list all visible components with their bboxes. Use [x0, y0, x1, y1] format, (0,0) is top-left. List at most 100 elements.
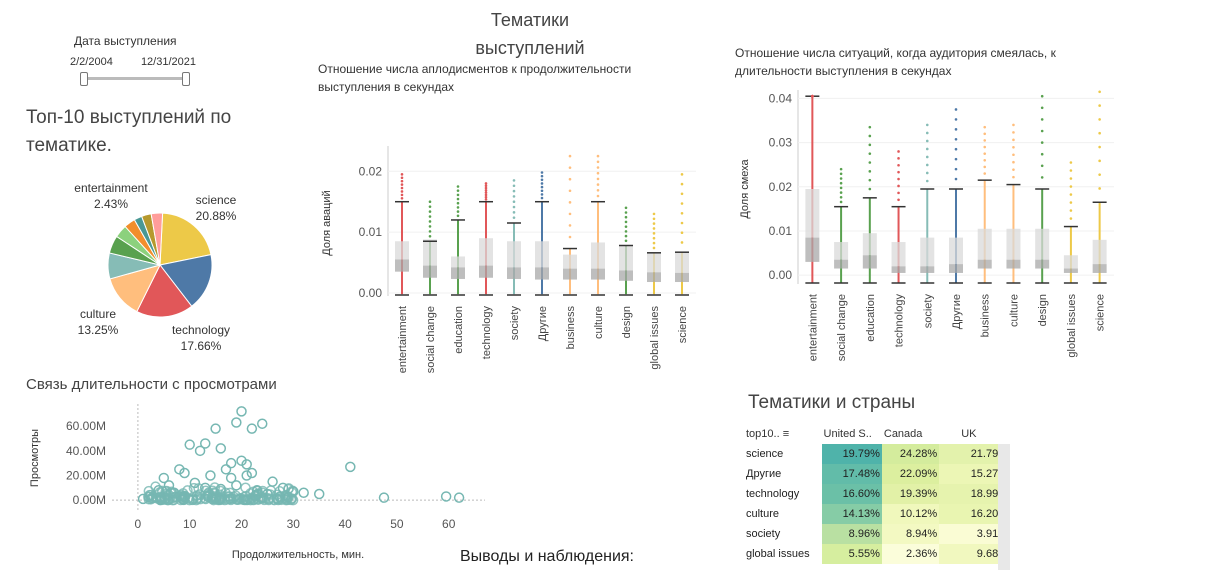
outlier-point: [897, 184, 900, 188]
outlier-point: [484, 189, 488, 192]
outlier-point: [400, 173, 404, 176]
outlier-point: [954, 157, 958, 161]
outlier-point: [540, 189, 544, 193]
slider-handle-end[interactable]: [182, 72, 190, 86]
date-to[interactable]: 12/31/2021: [140, 56, 196, 68]
scatter-point: [267, 476, 278, 487]
laughter-boxplot[interactable]: Доля смеха 0.00 0.01 0.02 0.03 0.04 entertainm…: [738, 88, 1123, 378]
heatmap-cell[interactable]: 10.12%: [881, 504, 940, 524]
pie-label-pct: 13.25%: [77, 323, 119, 337]
box-lower: [451, 267, 465, 279]
heatmap-cell[interactable]: 14.13%: [821, 504, 882, 524]
heatmap-row[interactable]: technology 16.60% 19.39% 18.99%: [744, 484, 1010, 504]
box-lower: [675, 272, 689, 283]
outlier-point: [596, 183, 600, 186]
outlier-point: [512, 179, 516, 182]
x-tick-label: education: [453, 306, 465, 354]
heatmap-cell[interactable]: 24.28%: [881, 444, 940, 464]
heatmap-row[interactable]: culture 14.13% 10.12% 16.20%: [744, 504, 1010, 524]
scatter-point: [224, 487, 236, 499]
outlier-point: [1098, 90, 1101, 94]
outlier-point: [1012, 153, 1015, 157]
heatmap-row[interactable]: Другие 17.48% 22.09% 15.27%: [744, 464, 1010, 484]
outlier-point: [839, 191, 843, 194]
outlier-point: [512, 184, 516, 188]
outlier-point: [540, 174, 544, 178]
box-upper: [563, 254, 577, 269]
outlier-point: [868, 161, 872, 164]
outlier-point: [652, 222, 656, 225]
x-tick-label: 30: [287, 517, 301, 531]
heatmap-row[interactable]: global issues 5.55% 2.36% 9.68%: [744, 544, 1010, 564]
laughter-chart-title: Отношение числа ситуаций, когда аудитори…: [735, 46, 1056, 78]
slider-handle-start[interactable]: [80, 72, 88, 86]
scatter-point: [245, 494, 256, 506]
outlier-point: [1069, 201, 1073, 204]
outlier-point: [484, 182, 488, 185]
y-tick-label: 0.01: [359, 225, 383, 239]
pie-label-name: entertainment: [74, 181, 148, 195]
heatmap-col-header[interactable]: UK: [961, 428, 977, 440]
heatmap-cell[interactable]: 2.36%: [881, 544, 940, 564]
date-from[interactable]: 2/2/2004: [70, 56, 113, 68]
outlier-point: [484, 191, 488, 194]
heatmap-corner[interactable]: top10.. ≡: [744, 424, 822, 444]
pie-slice[interactable]: [159, 254, 213, 307]
heatmap-row[interactable]: society 8.96% 8.94% 3.91%: [744, 524, 1010, 544]
box-lower: [535, 267, 549, 280]
outlier-point: [624, 234, 628, 238]
scatter-point: [440, 491, 452, 502]
heatmap-cell[interactable]: 19.79%: [821, 444, 882, 464]
slider-track[interactable]: [84, 77, 186, 80]
pie-label-name: science: [195, 193, 237, 207]
heatmap-cell[interactable]: 17.48%: [821, 464, 882, 484]
x-tick-label: culture: [1008, 294, 1020, 327]
pie-chart[interactable]: [100, 205, 220, 325]
heatmap-cell[interactable]: 8.96%: [821, 524, 882, 544]
outlier-point: [568, 154, 572, 158]
outlier-point: [540, 185, 544, 189]
pie-slice[interactable]: [159, 212, 212, 266]
outlier-point: [1069, 185, 1073, 188]
x-axis-label: Продолжительность, мин.: [232, 549, 364, 561]
box-lower: [834, 259, 849, 269]
heatmap-cell[interactable]: 5.55%: [821, 544, 882, 564]
heatmap-cell[interactable]: 22.09%: [881, 464, 940, 484]
scatter-chart[interactable]: 0.00M 20.00M 40.00M 60.00M 0 10 20 30 40 50 60 Прос…: [20, 398, 490, 566]
x-tick-label: entertainment: [807, 294, 819, 361]
box-upper: [805, 189, 820, 238]
box-upper: [977, 228, 992, 260]
pie-slice[interactable]: [136, 264, 193, 318]
scatter-point: [231, 480, 242, 491]
heatmap-table[interactable]: top10.. ≡ United S.. Canada UK science 19…: [744, 424, 1010, 564]
scatter-point: [168, 494, 180, 506]
heatmap-col-header[interactable]: Canada: [883, 428, 923, 440]
heatmap-col-header[interactable]: United S..: [823, 428, 872, 440]
outlier-point: [1040, 176, 1044, 179]
outlier-point: [596, 177, 600, 181]
applause-boxplot[interactable]: Доля аваций 0.00 0.01 0.02 entertainment soci…: [320, 130, 705, 392]
box-upper: [1092, 239, 1107, 265]
y-tick-label: 60.00M: [66, 419, 106, 433]
heatmap-cell[interactable]: 19.39%: [881, 484, 940, 504]
scatter-point: [262, 488, 273, 500]
sort-icon[interactable]: ≡: [782, 428, 790, 440]
heatmap-scrollbar[interactable]: [998, 444, 1010, 570]
heatmap-cell[interactable]: 16.60%: [821, 484, 882, 504]
outlier-point: [868, 125, 872, 129]
outlier-point: [680, 231, 684, 235]
pie-label-pct: 20.88%: [195, 209, 237, 223]
outlier-point: [540, 182, 544, 185]
outlier-point: [954, 137, 958, 141]
box-upper: [675, 252, 689, 273]
outlier-point: [1069, 209, 1073, 212]
heatmap-cell[interactable]: 8.94%: [881, 524, 940, 544]
box-lower: [949, 264, 963, 273]
outlier-point: [680, 211, 684, 215]
box-lower: [479, 265, 493, 278]
date-range-slider[interactable]: [80, 72, 190, 86]
outlier-point: [1098, 145, 1101, 149]
heatmap-row[interactable]: science 19.79% 24.28% 21.79%: [744, 444, 1010, 464]
pie-slice[interactable]: [150, 212, 164, 266]
outlier-point: [868, 178, 872, 182]
